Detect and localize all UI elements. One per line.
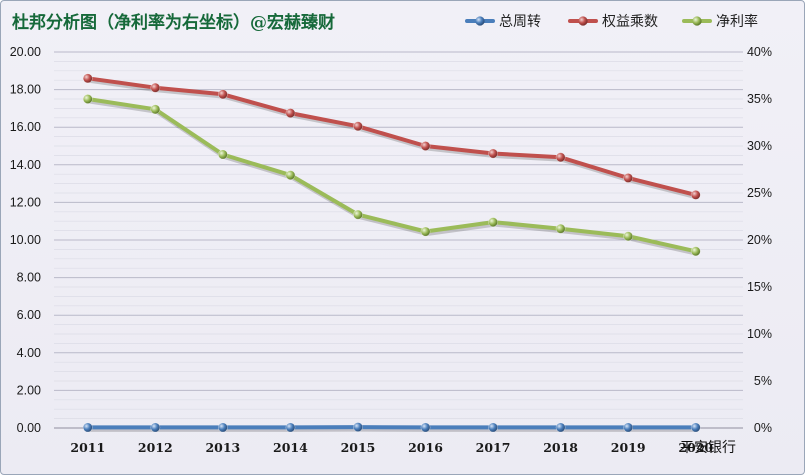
data-point bbox=[217, 89, 228, 100]
data-point bbox=[690, 422, 701, 433]
legend-label: 净利率 bbox=[716, 13, 758, 30]
x-tick-label: 2015 bbox=[341, 440, 376, 455]
data-point bbox=[420, 226, 431, 237]
y-left-tick-label: 20.00 bbox=[10, 45, 41, 59]
y-left-tick-label: 4.00 bbox=[17, 346, 41, 360]
y-right-tick-label: 15% bbox=[747, 280, 772, 294]
data-point bbox=[420, 141, 431, 151]
x-tick-label: 2019 bbox=[611, 440, 646, 455]
data-point bbox=[623, 173, 634, 183]
x-tick-label: 2012 bbox=[138, 440, 173, 455]
y-right-tick-label: 0% bbox=[754, 421, 772, 435]
series-points bbox=[82, 73, 701, 433]
series-line bbox=[85, 97, 698, 254]
x-tick-label: 2011 bbox=[70, 440, 105, 455]
left-y-axis: 0.00 2.00 4.00 6.00 8.00 10.00 12.00 14.00 16.00… bbox=[10, 45, 41, 435]
y-left-tick-label: 8.00 bbox=[17, 271, 41, 285]
data-point bbox=[690, 246, 701, 257]
y-left-tick-label: 14.00 bbox=[10, 158, 41, 172]
data-point bbox=[150, 422, 161, 433]
data-point bbox=[690, 189, 701, 200]
chart-legend: 总周转 权益乘数 净利率 bbox=[465, 13, 758, 30]
y-left-tick-label: 18.00 bbox=[10, 83, 41, 97]
data-point bbox=[353, 209, 363, 220]
data-point bbox=[82, 422, 93, 433]
x-tick-label: 2020 bbox=[678, 440, 713, 455]
data-point bbox=[488, 148, 498, 159]
x-tick-label: 2014 bbox=[273, 440, 308, 455]
legend-label: 总周转 bbox=[499, 14, 541, 30]
data-point bbox=[82, 73, 93, 84]
y-right-tick-label: 20% bbox=[747, 233, 772, 247]
y-left-tick-label: 10.00 bbox=[10, 233, 41, 247]
data-point bbox=[150, 104, 161, 115]
y-left-tick-label: 6.00 bbox=[17, 308, 41, 322]
legend-label: 权益乘数 bbox=[602, 14, 658, 30]
data-point bbox=[217, 149, 228, 160]
series-line bbox=[85, 76, 698, 197]
chart-title: 杜邦分析图（净利率为右坐标）@宏赫臻财 bbox=[12, 12, 335, 33]
data-point bbox=[217, 422, 228, 433]
y-right-tick-label: 40% bbox=[747, 45, 772, 59]
data-point bbox=[488, 422, 498, 433]
y-left-tick-label: 16.00 bbox=[10, 120, 41, 134]
data-point bbox=[353, 422, 363, 432]
data-point bbox=[488, 217, 498, 228]
y-left-tick-label: 0.00 bbox=[17, 421, 41, 435]
data-point bbox=[353, 121, 363, 132]
x-tick-label: 2018 bbox=[543, 440, 578, 455]
data-point bbox=[555, 223, 566, 234]
y-right-tick-label: 30% bbox=[747, 139, 772, 153]
data-point bbox=[623, 422, 634, 433]
legend-marker bbox=[692, 16, 702, 26]
y-left-tick-label: 2.00 bbox=[17, 383, 41, 397]
data-point bbox=[285, 422, 296, 433]
y-left-tick-label: 12.00 bbox=[10, 195, 41, 209]
data-point bbox=[420, 422, 431, 433]
y-right-tick-label: 10% bbox=[747, 327, 772, 341]
data-point bbox=[623, 231, 634, 242]
data-point bbox=[555, 422, 566, 433]
legend-marker bbox=[578, 16, 588, 26]
data-point bbox=[150, 82, 161, 93]
data-point bbox=[285, 108, 296, 118]
gridlines bbox=[54, 51, 743, 429]
category-label: 平安银行 bbox=[680, 440, 736, 456]
data-point bbox=[285, 170, 296, 181]
x-tick-label: 2016 bbox=[408, 440, 443, 455]
right-y-axis: 0% 5% 10% 15% 20% 25% 30% 35% 40% bbox=[747, 45, 772, 435]
x-tick-label: 2013 bbox=[205, 440, 240, 455]
data-point bbox=[82, 94, 93, 104]
x-axis: 2011 2012 2013 2014 2015 2016 2017 2018 2019 2020 bbox=[54, 427, 743, 455]
data-point bbox=[555, 152, 566, 163]
y-right-tick-label: 5% bbox=[754, 374, 772, 388]
x-tick-label: 2017 bbox=[476, 440, 511, 455]
series-lines bbox=[85, 76, 698, 432]
y-right-tick-label: 35% bbox=[747, 92, 772, 106]
legend-marker bbox=[475, 16, 485, 26]
y-right-tick-label: 25% bbox=[747, 186, 772, 200]
